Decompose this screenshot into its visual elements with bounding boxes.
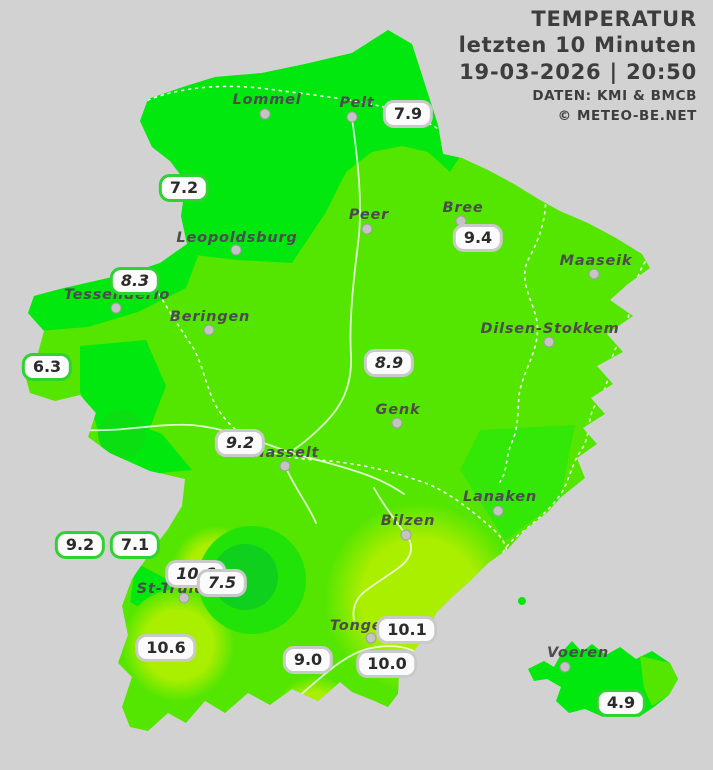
waterway-lines bbox=[85, 117, 421, 698]
temperature-badge: 7.1 bbox=[109, 531, 161, 559]
city-dot bbox=[259, 108, 271, 120]
temperature-badge: 7.5 bbox=[196, 569, 248, 597]
city-label: Genk bbox=[375, 402, 421, 418]
temperature-badge: 9.2 bbox=[54, 531, 106, 559]
temperature-badge: 7.9 bbox=[382, 100, 434, 128]
city-dot bbox=[543, 336, 555, 348]
border-lines-dotted bbox=[137, 85, 646, 568]
city-dot bbox=[230, 244, 242, 256]
border-line-north bbox=[147, 85, 441, 131]
city-dot bbox=[110, 302, 122, 314]
temperature-badge: 6.3 bbox=[21, 353, 73, 381]
map-speck bbox=[518, 597, 526, 605]
page-title: TEMPERATUR bbox=[531, 7, 697, 31]
city-label: Pelt bbox=[339, 95, 375, 111]
waterway-hasselt-south bbox=[285, 467, 317, 524]
temperature-badge: 10.0 bbox=[356, 650, 418, 678]
temperature-badge: 8.3 bbox=[109, 267, 161, 295]
city-dot bbox=[346, 111, 358, 123]
border-line-hasselt bbox=[137, 249, 508, 568]
waterway-tongeren bbox=[297, 645, 421, 698]
city-dot bbox=[559, 661, 571, 673]
city-label: Beringen bbox=[169, 309, 251, 325]
map-header: TEMPERATUR letzten 10 Minuten 19-03-2026… bbox=[459, 6, 697, 125]
city-label: Bree bbox=[442, 200, 484, 216]
city-dot bbox=[361, 223, 373, 235]
waterway-albert-canal bbox=[85, 423, 405, 495]
temperature-badge: 9.2 bbox=[214, 429, 266, 457]
city-dot bbox=[203, 324, 215, 336]
temperature-badge: 10.1 bbox=[376, 616, 438, 644]
temperature-badge: 4.9 bbox=[595, 689, 647, 717]
city-label: Dilsen-Stokkem bbox=[480, 321, 620, 337]
temp-band-cold-west bbox=[80, 340, 166, 433]
city-label: Hasselt bbox=[252, 445, 320, 461]
city-label: Bilzen bbox=[380, 513, 436, 529]
city-dot bbox=[400, 529, 412, 541]
city-label: Maaseik bbox=[559, 253, 633, 269]
temperature-badge: 8.9 bbox=[363, 349, 415, 377]
city-label: Lommel bbox=[232, 92, 302, 108]
waterway-north bbox=[289, 117, 361, 453]
city-dot bbox=[365, 632, 377, 644]
temperature-badge: 9.4 bbox=[452, 224, 504, 252]
data-source: DATEN: KMI & BMCB bbox=[532, 87, 697, 104]
temperature-badge: 9.0 bbox=[282, 646, 334, 674]
copyright: © METEO-BE.NET bbox=[557, 107, 697, 124]
city-label: Lanaken bbox=[462, 489, 538, 505]
city-label: Peer bbox=[348, 207, 390, 223]
city-label: Voeren bbox=[546, 645, 610, 661]
map-datetime: 19-03-2026 | 20:50 bbox=[459, 59, 697, 84]
temperature-badge: 7.2 bbox=[158, 174, 210, 202]
city-dot bbox=[492, 505, 504, 517]
page-subtitle: letzten 10 Minuten bbox=[458, 33, 697, 58]
temp-spot-west bbox=[98, 410, 146, 458]
temperature-badge: 10.6 bbox=[135, 634, 197, 662]
city-dot bbox=[178, 592, 190, 604]
temp-band-cold-lanaken bbox=[460, 425, 575, 540]
city-dot bbox=[588, 268, 600, 280]
city-dot bbox=[279, 460, 291, 472]
waterway-bilzen bbox=[352, 487, 412, 621]
city-dot bbox=[391, 417, 403, 429]
border-line-bree bbox=[499, 183, 547, 483]
city-label: Leopoldsburg bbox=[176, 230, 298, 246]
temp-band-main-voeren-east bbox=[640, 656, 678, 706]
